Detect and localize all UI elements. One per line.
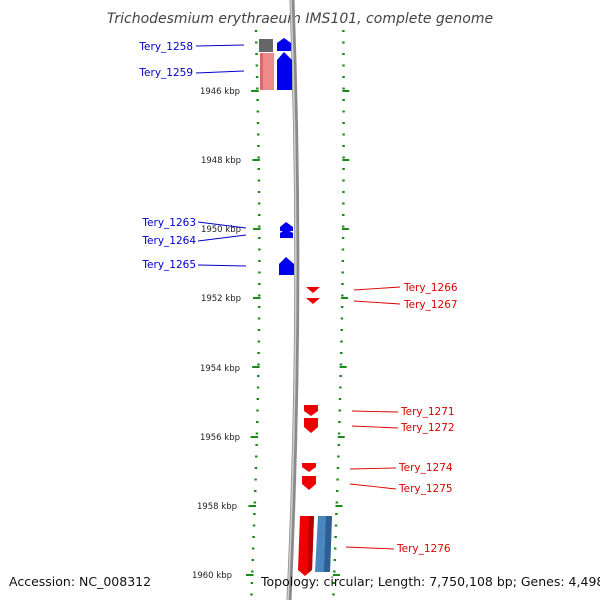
gene-label-tery-1259[interactable]: Tery_1259 [138,67,193,79]
kbp-axis: 1946 kbp 1948 kbp 1950 kbp 1952 kbp 1954… [192,87,241,581]
label-leader-lines [195,44,401,550]
gene-tery-1274-arrow[interactable] [302,463,316,472]
gene-tery-1265-arrow[interactable] [279,257,294,275]
gene-tery-1263-arrow[interactable] [280,222,293,231]
gene-tery-1276-arrow-shade [308,516,314,573]
gene-tery-1272-arrow[interactable] [304,418,318,433]
kbp-label-1946: 1946 kbp [200,87,240,97]
gene-tery-1258-block[interactable] [259,39,273,52]
tick-tracks [245,30,350,596]
kbp-label-1950: 1950 kbp [201,225,241,235]
map-title: Trichodesmium erythraeum IMS101, complet… [107,11,493,27]
gene-label-tery-1265[interactable]: Tery_1265 [141,259,196,271]
kbp-label-1954: 1954 kbp [200,364,240,374]
gene-label-tery-1258[interactable]: Tery_1258 [138,41,193,53]
kbp-label-1948: 1948 kbp [201,156,241,166]
gene-label-tery-1266[interactable]: Tery_1266 [403,282,458,294]
gene-tery-1271-arrow[interactable] [304,405,318,416]
gene-tery-1264-arrow[interactable] [280,229,293,238]
gene-label-tery-1263[interactable]: Tery_1263 [141,217,196,229]
gene-tery-1259-block[interactable] [260,53,274,90]
gene-label-tery-1271[interactable]: Tery_1271 [400,406,455,418]
gene-label-tery-1264[interactable]: Tery_1264 [141,235,196,247]
genome-backbone [286,0,300,600]
kbp-label-1958: 1958 kbp [197,502,237,512]
gene-labels: Tery_1258 Tery_1259 Tery_1263 Tery_1264 … [138,41,458,555]
gene-tery-1276-partner-shade [324,516,332,572]
accession-text: Accession: NC_008312 [9,574,151,589]
gene-tery-1259-arrow[interactable] [277,52,292,90]
gene-label-tery-1275[interactable]: Tery_1275 [398,483,453,495]
kbp-label-1952: 1952 kbp [201,294,241,304]
gene-tery-1266-arrow[interactable] [306,287,320,293]
gene-tery-1258-arrow[interactable] [277,38,291,51]
kbp-label-1960: 1960 kbp [192,571,232,581]
reverse-strand-genes [298,287,332,576]
gene-tery-1259-block-shade [260,53,263,90]
gene-label-tery-1276[interactable]: Tery_1276 [396,543,451,555]
gene-tery-1275-arrow[interactable] [302,476,316,490]
genome-backbone-highlight [287,0,297,600]
topology-text: Topology: circular; Length: 7,750,108 bp… [260,574,600,589]
gene-tery-1267-arrow[interactable] [306,298,320,304]
kbp-label-1956: 1956 kbp [200,433,240,443]
gene-label-tery-1267[interactable]: Tery_1267 [403,299,458,311]
gene-label-tery-1274[interactable]: Tery_1274 [398,462,453,474]
forward-strand-genes [259,38,294,275]
gene-label-tery-1272[interactable]: Tery_1272 [400,422,455,434]
